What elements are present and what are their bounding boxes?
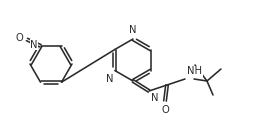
Text: N: N — [106, 74, 114, 83]
Text: NH: NH — [187, 66, 202, 76]
Text: N: N — [30, 40, 38, 50]
Text: O: O — [15, 34, 23, 43]
Text: O: O — [161, 105, 169, 115]
Text: N: N — [151, 93, 158, 103]
Text: N: N — [129, 25, 137, 35]
